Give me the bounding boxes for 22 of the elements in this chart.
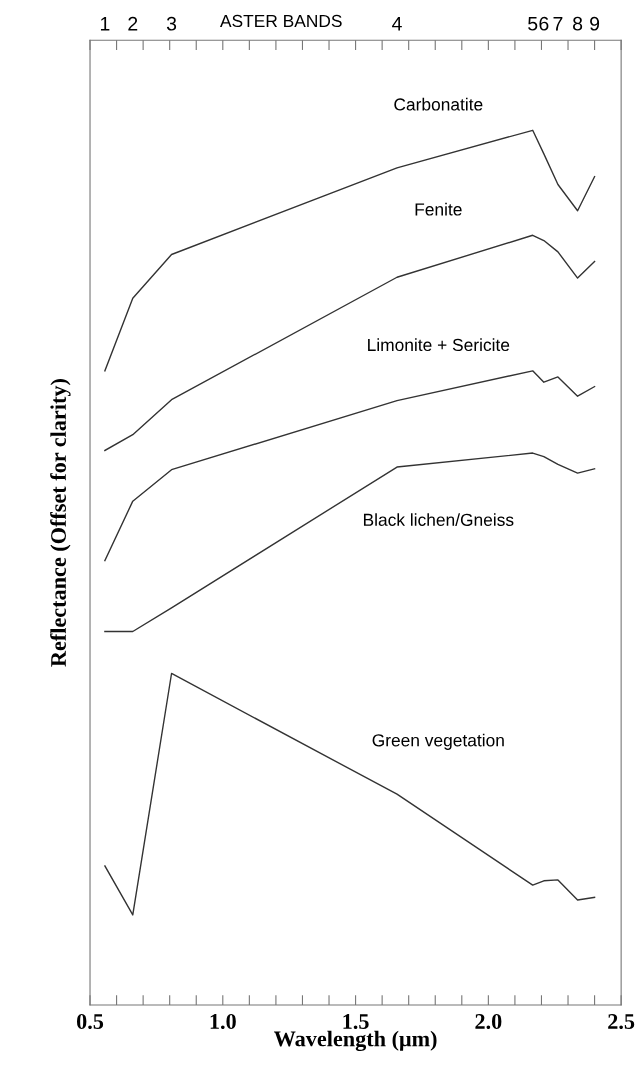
- text: 5: [528, 17, 538, 31]
- series-label: Green vegetation: [372, 733, 504, 750]
- text: 6: [539, 16, 549, 31]
- text: 7: [553, 17, 563, 31]
- x-tick-label: 1.0: [210, 1013, 236, 1030]
- x-tick-label: 1.5: [343, 1014, 369, 1030]
- text: 8: [573, 16, 583, 31]
- text: 3: [166, 16, 177, 31]
- y-axis-title: Reflectance (Offset for clarity): [50, 379, 71, 667]
- text: 2: [128, 16, 138, 31]
- series-label: Carbonatite: [394, 97, 483, 111]
- text: ASTER BANDS: [220, 14, 342, 28]
- text: 9: [590, 16, 600, 31]
- x-tick-label: 2.5: [608, 1014, 635, 1030]
- text: 4: [392, 17, 402, 31]
- x-tick-label: 0.5: [76, 1013, 104, 1030]
- x-axis-title: Wavelength (μm): [273, 1030, 437, 1052]
- text: 1: [100, 17, 110, 31]
- series-label: Limonite + Sericite: [368, 338, 510, 352]
- x-tick-label: 2.0: [475, 1013, 502, 1030]
- series-label: Black lichen/Gneiss: [363, 513, 514, 526]
- text: Fenite: [415, 202, 462, 216]
